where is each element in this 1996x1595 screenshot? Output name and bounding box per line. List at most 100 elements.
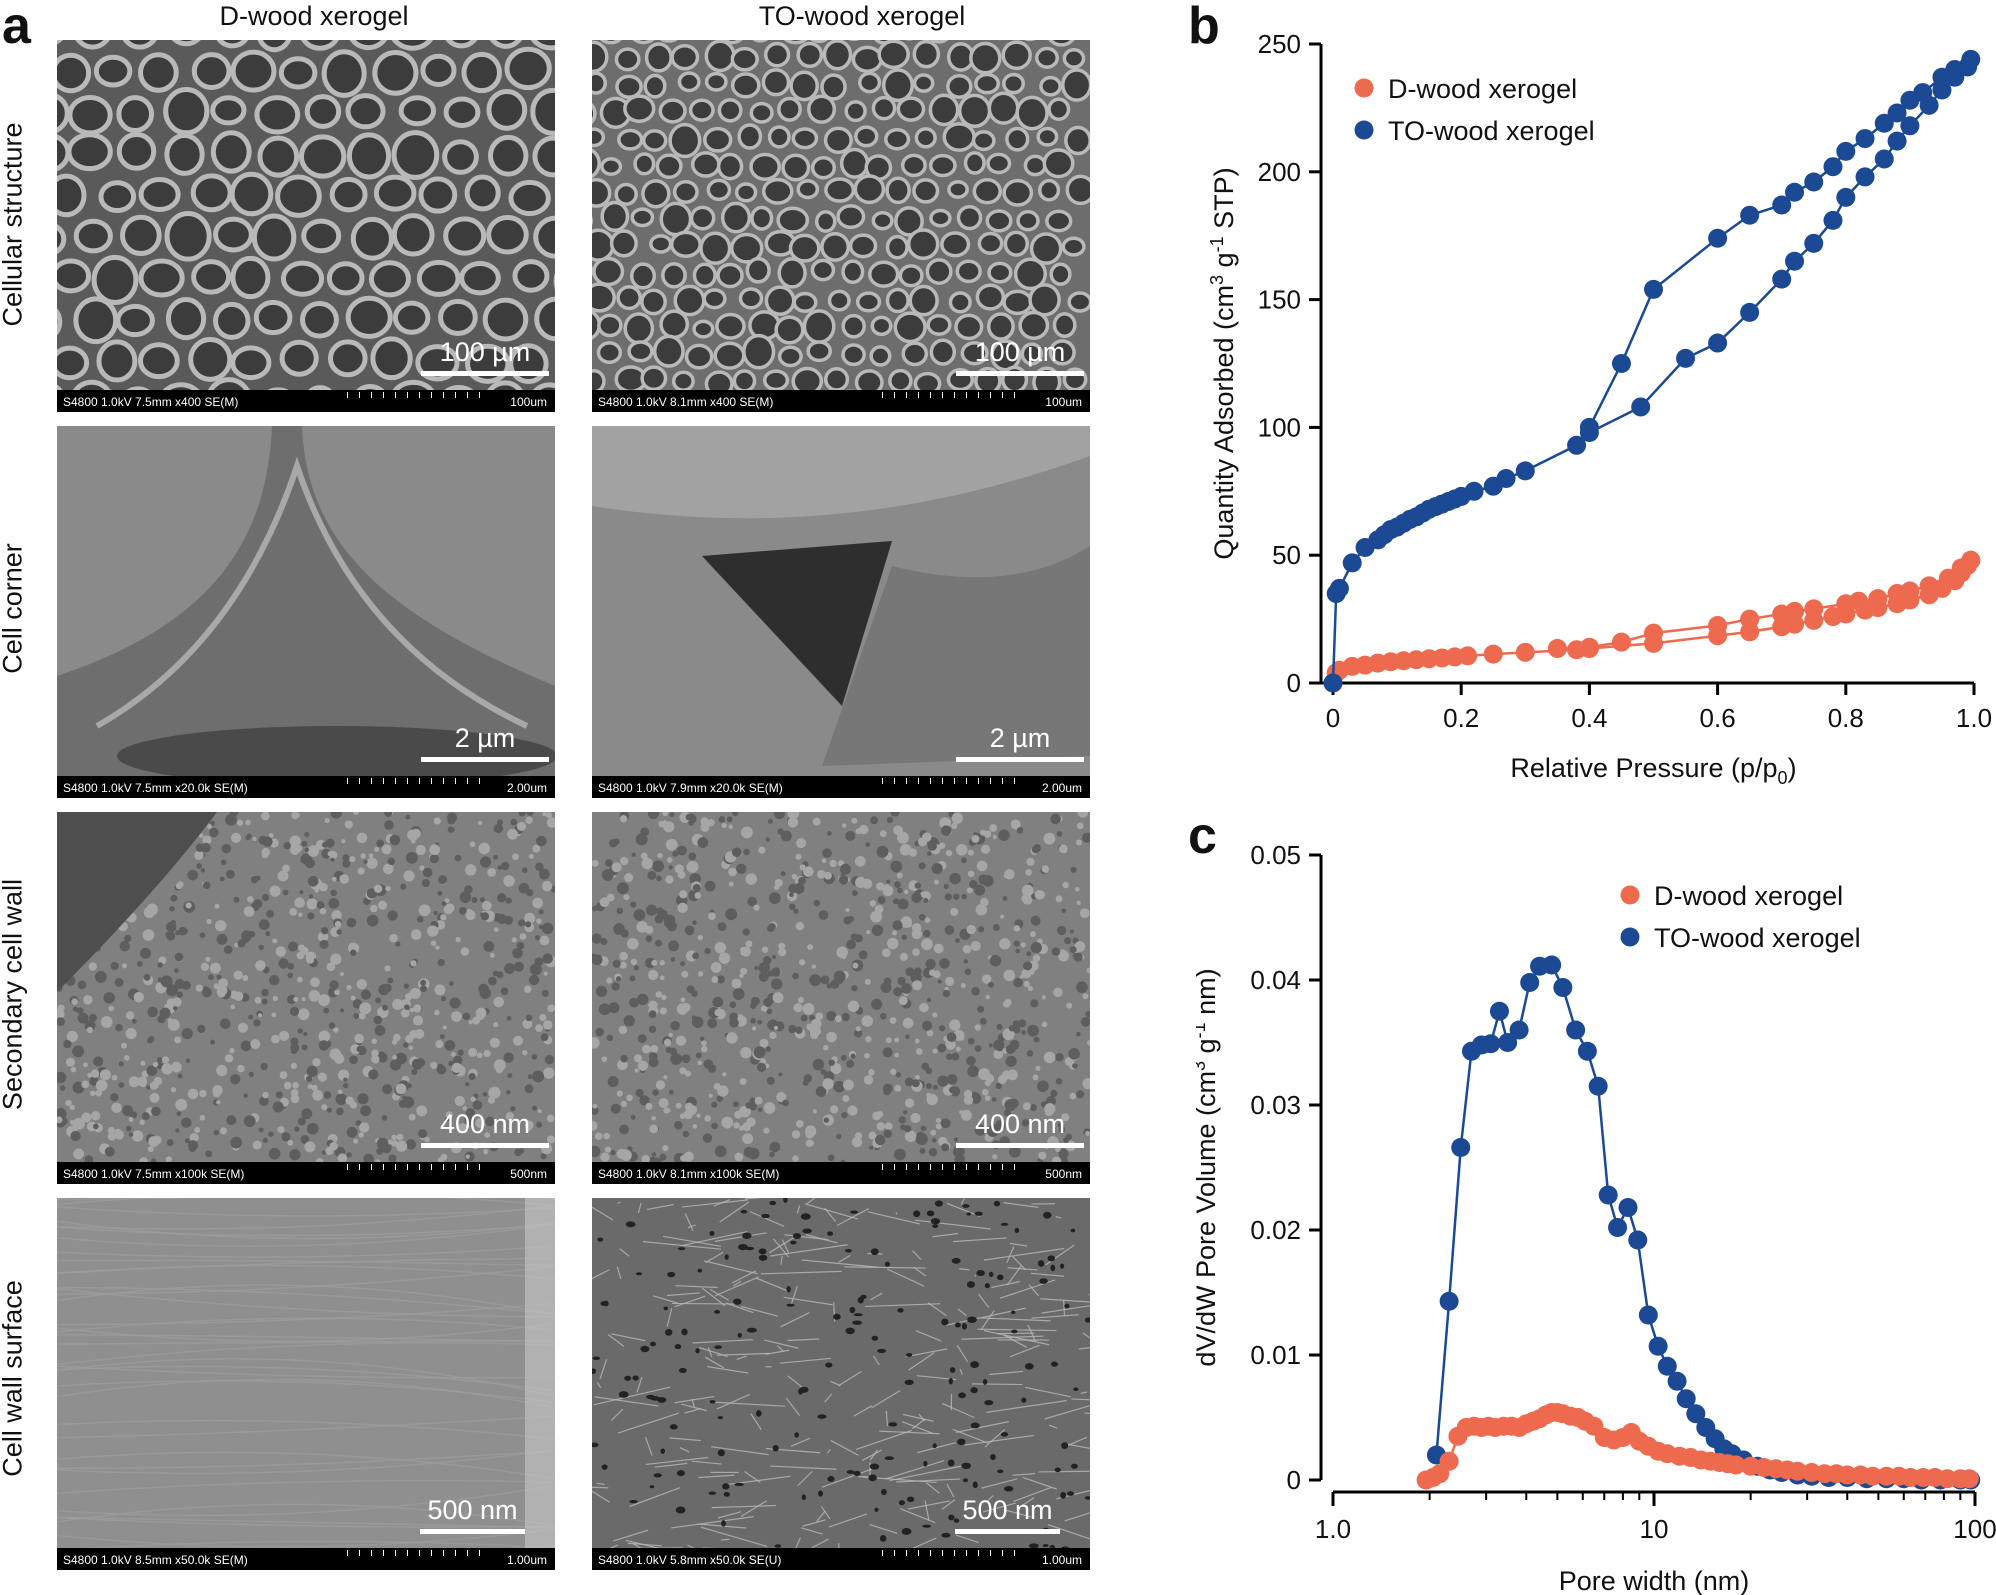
sem-ruler-ticks	[347, 1550, 485, 1556]
data-point-to-wood	[1740, 302, 1760, 322]
sem-ruler-ticks	[347, 778, 485, 784]
data-point-d-wood	[1804, 599, 1824, 619]
scale-bar-label: 400 nm	[439, 1109, 531, 1139]
data-point-to-wood	[1553, 978, 1573, 997]
data-point-to-wood	[1887, 103, 1907, 123]
scale-bar	[421, 371, 549, 376]
data-point-to-wood	[1900, 116, 1920, 136]
sem-image-d-wood-3: 400 nm S4800 1.0kV 7.5mm x100k SE(M) 500nm	[57, 812, 555, 1184]
sem-ruler-ticks	[347, 1164, 485, 1170]
data-point-d-wood	[1951, 558, 1971, 578]
sem-image-to-wood-3: 400 nm S4800 1.0kV 8.1mm x100k SE(M) 500nm	[592, 812, 1090, 1184]
sem-info-bar: S4800 1.0kV 7.5mm x400 SE(M) 100um	[57, 390, 555, 412]
sem-info-bar: S4800 1.0kV 7.9mm x20.0k SE(M) 2.00um	[592, 776, 1090, 798]
data-point-d-wood	[1439, 1451, 1459, 1471]
data-point-d-wood	[1483, 644, 1503, 664]
sem-image-d-wood-2: 2 µm S4800 1.0kV 7.5mm x20.0k SE(M) 2.00um	[57, 426, 555, 798]
data-point-to-wood	[1342, 553, 1362, 573]
sem-field-of-view: 2.00um	[1041, 781, 1082, 795]
data-point-to-wood	[1785, 182, 1805, 202]
data-point-to-wood	[1823, 157, 1843, 177]
data-point-to-wood	[1628, 1230, 1648, 1250]
sem-field-of-view: 2.00um	[506, 781, 547, 795]
legend-label-d-wood: D-wood xerogel	[1388, 74, 1577, 104]
data-point-to-wood	[1785, 251, 1805, 271]
sem-image-to-wood-1: 100 µm S4800 1.0kV 8.1mm x400 SE(M) 100um	[592, 40, 1090, 412]
data-point-to-wood	[1772, 269, 1792, 289]
data-point-d-wood	[1937, 1469, 1957, 1489]
y-tick-label: 200	[1258, 157, 1301, 187]
data-point-to-wood	[1498, 1033, 1518, 1052]
legend-marker-to-wood	[1620, 927, 1640, 947]
data-point-to-wood	[1481, 1034, 1501, 1054]
x-tick-label: 1.0	[1956, 703, 1992, 733]
data-point-d-wood	[1708, 615, 1728, 635]
column-header-d-wood: D-wood xerogel	[219, 1, 409, 31]
x-tick-label: 0.4	[1571, 703, 1607, 733]
y-tick-label: 100	[1258, 412, 1301, 442]
data-point-to-wood	[1598, 1185, 1618, 1205]
scale-bar-label: 500 nm	[962, 1495, 1053, 1525]
sem-texture	[57, 40, 555, 390]
data-point-to-wood	[1566, 1020, 1586, 1040]
data-point-d-wood	[1788, 1461, 1808, 1481]
sem-info-bar: S4800 1.0kV 8.5mm x50.0k SE(M) 1.00um	[57, 1548, 555, 1570]
y-tick-label: 0	[1287, 1465, 1301, 1495]
data-point-to-wood	[1772, 195, 1792, 215]
data-point-to-wood	[1515, 461, 1535, 481]
x-tick-label: 100	[1953, 1514, 1996, 1544]
data-point-to-wood	[1667, 1371, 1687, 1391]
isotherm-line-to-wood-desorption	[1588, 58, 1972, 428]
panel-label-a: a	[2, 0, 31, 55]
data-point-d-wood	[1887, 584, 1907, 604]
sem-info-bar: S4800 1.0kV 7.5mm x100k SE(M) 500nm	[57, 1162, 555, 1184]
data-point-to-wood	[1887, 131, 1907, 151]
sem-texture	[57, 426, 555, 776]
data-point-to-wood	[1686, 1404, 1706, 1424]
data-point-to-wood	[1900, 90, 1920, 110]
scale-bar-label: 500 nm	[427, 1495, 518, 1525]
sem-image-d-wood-1: 100 µm S4800 1.0kV 7.5mm x400 SE(M) 100um	[57, 40, 555, 412]
sem-metadata: S4800 1.0kV 7.9mm x20.0k SE(M)	[598, 781, 783, 795]
scale-bar	[421, 1143, 549, 1148]
data-point-to-wood	[1657, 1356, 1677, 1376]
sem-texture	[592, 1198, 1090, 1548]
legend-marker-to-wood	[1354, 120, 1374, 140]
sem-texture	[57, 812, 555, 1162]
x-tick-label: 0	[1326, 703, 1340, 733]
scale-bar	[956, 1143, 1084, 1148]
sem-texture	[592, 812, 1090, 1162]
scale-bar	[421, 757, 549, 762]
data-point-d-wood	[1547, 638, 1567, 658]
data-point-to-wood	[1855, 167, 1875, 187]
scale-bar	[956, 371, 1084, 376]
y-tick-label: 250	[1258, 29, 1301, 59]
sem-field-of-view: 100um	[1045, 395, 1082, 409]
sem-field-of-view: 500nm	[1045, 1167, 1082, 1181]
sem-info-bar: S4800 1.0kV 7.5mm x20.0k SE(M) 2.00um	[57, 776, 555, 798]
sem-field-of-view: 1.00um	[506, 1553, 547, 1567]
sem-image-to-wood-2: 2 µm S4800 1.0kV 7.9mm x20.0k SE(M) 2.00um	[592, 426, 1090, 798]
pore-distribution-chart-svg: 0 0.01 0.02 0.03 0.04 0.05 1.0 10 100 Pore width …	[1196, 840, 1996, 1595]
sem-texture	[592, 426, 1090, 776]
data-point-to-wood	[1644, 279, 1663, 299]
data-point-to-wood	[1323, 673, 1343, 693]
data-point-to-wood	[1804, 233, 1824, 253]
data-point-to-wood	[1464, 481, 1484, 501]
data-point-d-wood	[1726, 1455, 1746, 1475]
sem-metadata: S4800 1.0kV 8.1mm x100k SE(M)	[598, 1167, 780, 1181]
y-tick-label: 0	[1287, 668, 1301, 698]
scale-bar-label: 2 µm	[989, 723, 1051, 753]
data-point-to-wood	[1509, 1020, 1529, 1040]
data-point-to-wood	[1588, 1076, 1608, 1096]
data-point-to-wood	[1823, 210, 1843, 230]
data-point-d-wood	[1959, 1469, 1979, 1489]
x-tick-label: 0.2	[1443, 703, 1479, 733]
y-tick-label: 0.02	[1250, 1215, 1301, 1245]
data-point-to-wood	[1520, 973, 1540, 992]
data-point-to-wood	[1874, 149, 1894, 169]
data-point-to-wood	[1489, 1001, 1509, 1021]
sem-ruler-ticks	[882, 1550, 1020, 1556]
data-point-to-wood	[1631, 397, 1651, 417]
data-point-to-wood	[1451, 1138, 1471, 1157]
